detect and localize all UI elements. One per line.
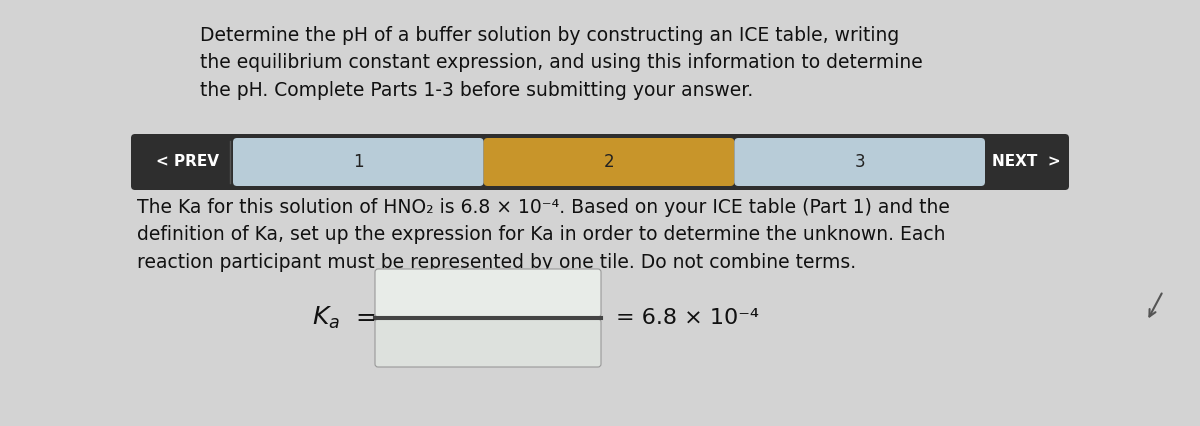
Text: $K_a$: $K_a$ (312, 305, 340, 331)
Text: The Ka for this solution of HNO₂ is 6.8 × 10⁻⁴. Based on your ICE table (Part 1): The Ka for this solution of HNO₂ is 6.8 … (137, 198, 950, 271)
FancyBboxPatch shape (484, 138, 734, 186)
Text: Determine the pH of a buffer solution by constructing an ICE table, writing
the : Determine the pH of a buffer solution by… (200, 26, 923, 100)
Text: NEXT  >: NEXT > (991, 155, 1061, 170)
Text: 2: 2 (604, 153, 614, 171)
Text: 3: 3 (854, 153, 865, 171)
Text: 1: 1 (353, 153, 364, 171)
FancyBboxPatch shape (374, 319, 601, 367)
FancyBboxPatch shape (734, 138, 985, 186)
Text: = 6.8 × 10⁻⁴: = 6.8 × 10⁻⁴ (616, 308, 758, 328)
FancyBboxPatch shape (374, 269, 601, 317)
FancyBboxPatch shape (131, 134, 1069, 190)
Text: =: = (355, 306, 376, 330)
FancyBboxPatch shape (233, 138, 484, 186)
Text: < PREV: < PREV (156, 155, 218, 170)
